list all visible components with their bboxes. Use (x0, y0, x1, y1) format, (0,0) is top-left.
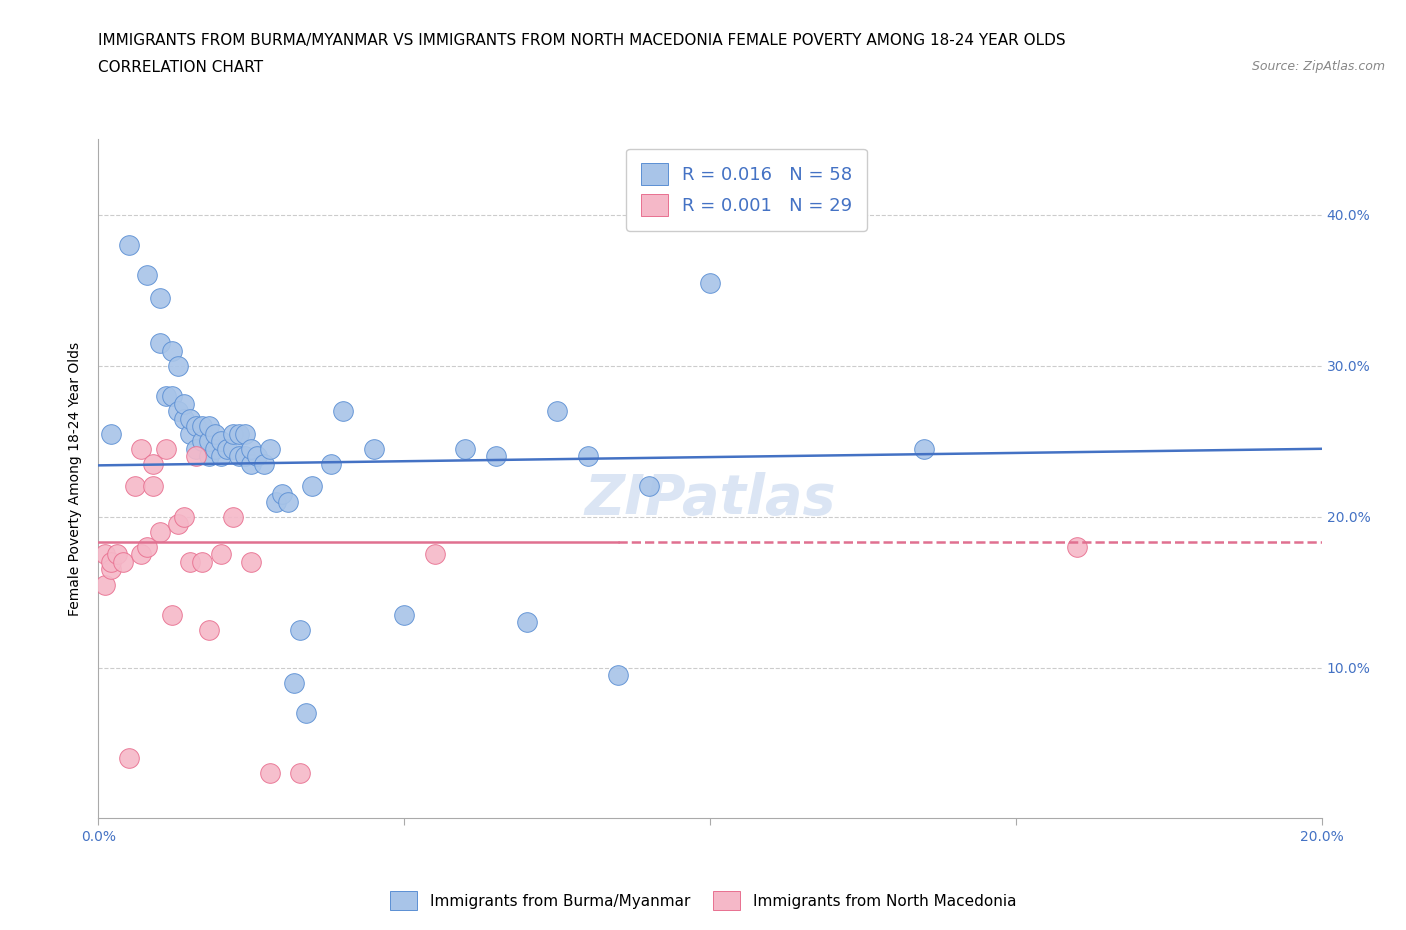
Point (209, 433, 232, 448)
Point (191, 554, 214, 569)
Point (173, 510, 195, 525)
Point (100, 554, 122, 569)
Point (301, 479, 323, 494)
Point (111, 554, 134, 569)
Point (546, 404, 568, 418)
Point (155, 442, 177, 457)
Point (392, 607, 416, 622)
Point (93, 578, 115, 592)
Point (1066, 539, 1088, 554)
Point (290, 622, 312, 637)
Point (100, 426, 122, 441)
Point (173, 396, 195, 411)
Legend: R = 0.016   N = 58, R = 0.001   N = 29: R = 0.016 N = 58, R = 0.001 N = 29 (627, 149, 868, 231)
Legend: Immigrants from Burma/Myanmar, Immigrants from North Macedonia: Immigrants from Burma/Myanmar, Immigrant… (382, 884, 1024, 918)
Point (222, 442, 245, 457)
Point (149, 336, 172, 351)
Point (209, 449, 232, 464)
Point (136, 268, 159, 283)
Point (179, 426, 201, 441)
Point (197, 418, 219, 433)
Point (454, 442, 477, 457)
Point (191, 418, 214, 433)
Point (233, 426, 256, 441)
Point (142, 457, 165, 472)
Point (160, 607, 183, 622)
Point (186, 442, 208, 457)
Point (197, 433, 219, 448)
Point (197, 622, 219, 637)
Text: ZIPatlas: ZIPatlas (585, 472, 835, 526)
Point (240, 554, 263, 569)
Point (160, 389, 183, 404)
Point (516, 615, 538, 630)
Point (118, 751, 141, 765)
Point (332, 404, 354, 418)
Point (259, 765, 281, 780)
Point (252, 457, 274, 472)
Point (277, 494, 299, 509)
Point (149, 525, 172, 539)
Point (167, 404, 190, 418)
Point (607, 668, 630, 683)
Point (105, 547, 128, 562)
Point (246, 449, 269, 464)
Point (173, 411, 195, 426)
Text: IMMIGRANTS FROM BURMA/MYANMAR VS IMMIGRANTS FROM NORTH MACEDONIA FEMALE POVERTY : IMMIGRANTS FROM BURMA/MYANMAR VS IMMIGRA… (98, 33, 1066, 47)
Point (228, 426, 250, 441)
Point (100, 562, 122, 577)
Point (186, 418, 208, 433)
Point (699, 275, 721, 290)
Point (179, 411, 201, 426)
Point (149, 290, 172, 305)
Point (270, 486, 292, 501)
Point (790, 207, 813, 222)
Point (179, 554, 201, 569)
Point (912, 442, 935, 457)
Point (142, 479, 165, 494)
Point (319, 457, 342, 472)
Point (129, 547, 152, 562)
Point (240, 457, 263, 472)
Point (129, 442, 152, 457)
Point (576, 449, 599, 464)
Point (204, 442, 226, 457)
Point (124, 479, 146, 494)
Point (283, 675, 305, 690)
Point (186, 449, 208, 464)
Point (637, 479, 661, 494)
Point (423, 547, 446, 562)
Point (160, 343, 183, 358)
Point (209, 547, 232, 562)
Point (136, 539, 159, 554)
Point (259, 442, 281, 457)
Point (485, 449, 508, 464)
Point (295, 705, 318, 720)
Point (167, 517, 190, 532)
Point (290, 765, 312, 780)
Point (215, 442, 238, 457)
Point (93, 547, 115, 562)
Point (222, 426, 245, 441)
Point (228, 449, 250, 464)
Point (363, 442, 385, 457)
Point (264, 494, 287, 509)
Point (191, 433, 214, 448)
Point (240, 442, 263, 457)
Point (204, 426, 226, 441)
Text: CORRELATION CHART: CORRELATION CHART (98, 60, 263, 75)
Point (155, 389, 177, 404)
Point (222, 510, 245, 525)
Point (197, 449, 219, 464)
Point (118, 238, 141, 253)
Point (233, 449, 256, 464)
Point (167, 358, 190, 373)
Text: Source: ZipAtlas.com: Source: ZipAtlas.com (1251, 60, 1385, 73)
Y-axis label: Female Poverty Among 18-24 Year Olds: Female Poverty Among 18-24 Year Olds (69, 342, 83, 616)
